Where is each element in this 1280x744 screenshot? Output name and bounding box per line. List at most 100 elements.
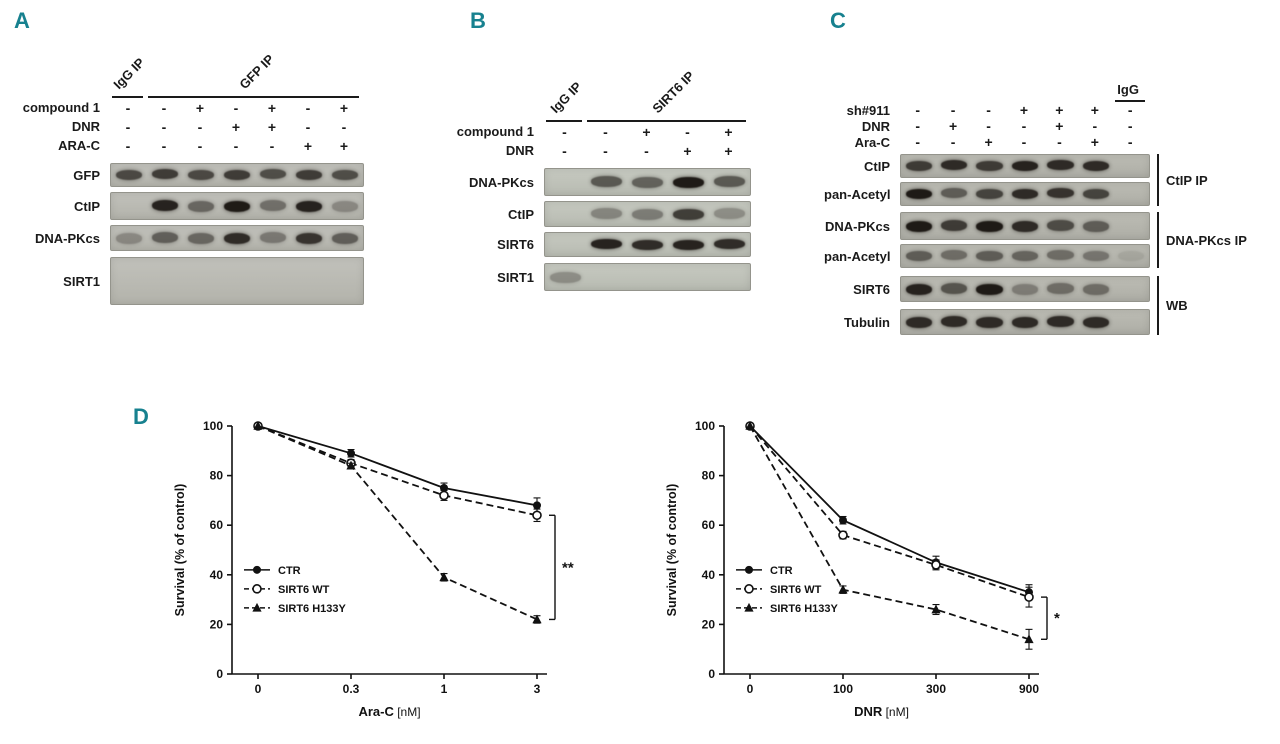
blot-row: DNA-PKcs	[448, 168, 751, 196]
treatment-sign: +	[984, 134, 993, 150]
blot-band	[151, 231, 179, 243]
blot-band	[632, 239, 663, 250]
blot-row: CtIP	[448, 201, 751, 227]
blot-band	[632, 176, 663, 188]
series-line	[257, 425, 538, 507]
treatment-sign: +	[724, 123, 733, 140]
legend-label: SIRT6 WT	[770, 584, 822, 596]
x-tick-label: 0	[255, 682, 262, 696]
ip-group-underline	[587, 120, 746, 122]
blot-band	[115, 232, 143, 244]
series-line	[749, 425, 1030, 641]
ip-group-label: IgG IP	[110, 54, 148, 92]
treatment-sign: -	[685, 123, 690, 140]
blot-band	[259, 169, 287, 179]
treatment-sign: -	[950, 102, 956, 118]
blot-row: Tubulin	[824, 309, 1150, 335]
marker-circle-filled	[253, 565, 261, 574]
ip-group-bracket: DNA-PKcs IP	[1157, 212, 1247, 268]
y-tick-label: 80	[702, 469, 716, 483]
marker-triangle	[253, 421, 263, 430]
legend-item: SIRT6 WT	[244, 584, 330, 596]
blot-band	[905, 251, 932, 261]
blot-row: SIRT1	[448, 263, 751, 291]
treatment-label: sh#911	[846, 102, 890, 118]
series-ctr	[254, 422, 541, 514]
ip-group-underline	[148, 96, 359, 98]
blot-band	[1047, 188, 1074, 198]
ip-header-area: IgG	[900, 34, 1148, 102]
x-tick-label: 0	[747, 682, 754, 696]
significance-label: **	[562, 559, 574, 576]
series-line	[257, 425, 538, 517]
ip-group-label: GFP IP	[236, 51, 277, 92]
blot-band	[941, 219, 968, 231]
blot-image	[544, 168, 751, 196]
treatment-label: compound 1	[456, 124, 534, 139]
ip-group-label: SIRT6 IP	[649, 68, 698, 116]
treatment-sign: +	[949, 118, 958, 134]
treatment-sign: -	[233, 99, 239, 116]
blot-band	[976, 189, 1003, 199]
y-tick-label: 0	[216, 667, 223, 681]
treatment-sign: +	[195, 99, 205, 116]
blot-row: SIRT1	[14, 257, 364, 305]
y-tick-label: 0	[708, 667, 715, 681]
x-axis-title: DNR [nM]	[854, 704, 909, 719]
treatment-row: DNR - + - - + - -	[824, 118, 1150, 134]
series-line	[257, 425, 538, 621]
y-tick-label: 40	[702, 568, 716, 582]
series-sirt6-wt	[745, 421, 1034, 608]
blot-protein-label: CtIP	[864, 158, 890, 174]
panel-b-label: B	[470, 8, 486, 33]
ip-header-area: IgG IP SIRT6 IP	[544, 34, 749, 122]
y-tick-label: 20	[210, 617, 224, 631]
treatment-sign: +	[642, 123, 651, 140]
blot-band	[976, 316, 1003, 328]
blot-band	[1047, 250, 1074, 260]
marker-triangle	[745, 421, 755, 430]
marker-circle-open	[931, 560, 941, 570]
blot-image	[900, 276, 1150, 302]
series-sirt6-h133y	[745, 421, 1034, 650]
series-line	[749, 425, 1030, 598]
blot-band	[905, 220, 932, 232]
blot-protein-label: CtIP	[508, 206, 534, 222]
blot-band	[1082, 161, 1109, 171]
treatment-sign: -	[305, 99, 311, 116]
blot-image	[900, 154, 1150, 178]
blot-band	[673, 208, 704, 220]
treatment-sign: +	[724, 142, 733, 159]
blot-band	[151, 169, 179, 179]
panel-c-western-blot: IgG sh#911- - - + + + - DNR - + - - + - - Ara-C - - + - - + - Ct…	[824, 34, 1247, 335]
blot-protein-label: pan-Acetyl	[824, 248, 891, 264]
panel-a-label: A	[14, 8, 30, 33]
marker-circle-open	[252, 584, 262, 594]
treatment-sign: -	[1127, 102, 1133, 118]
x-axis-title: Ara-C [nM]	[358, 704, 420, 719]
treatment-row: DNR - - - + +	[448, 141, 751, 160]
blot-band	[1082, 220, 1109, 232]
blot-band	[1011, 220, 1039, 232]
treatment-row: compound 1 - - + - +	[448, 122, 751, 141]
blot-row: DNA-PKcs	[14, 225, 364, 251]
chart-dnr-survival: 0 20 40 60 80 100 0 100 300 900 Survival (% of con…	[665, 419, 1060, 719]
axes	[227, 425, 547, 679]
ip-group-label: IgG IP	[546, 78, 585, 116]
ip-group-bracket: WB	[1157, 276, 1188, 335]
treatment-sign: -	[915, 134, 921, 150]
marker-circle-open	[439, 490, 449, 501]
treatment-sign: -	[603, 123, 608, 140]
blot-band	[1082, 251, 1109, 261]
blot-band	[976, 220, 1003, 232]
treatment-values: - - - + + + -	[900, 102, 1148, 118]
treatment-sign: +	[683, 142, 692, 159]
treatment-sign: -	[915, 102, 921, 118]
blot-image	[544, 263, 751, 291]
blot-band	[1082, 316, 1109, 328]
blot-protein-label: SIRT1	[497, 269, 534, 285]
blot-band	[115, 170, 143, 180]
treatment-sign: -	[603, 142, 608, 159]
blot-band	[1118, 251, 1145, 261]
marker-circle-open	[744, 584, 754, 594]
